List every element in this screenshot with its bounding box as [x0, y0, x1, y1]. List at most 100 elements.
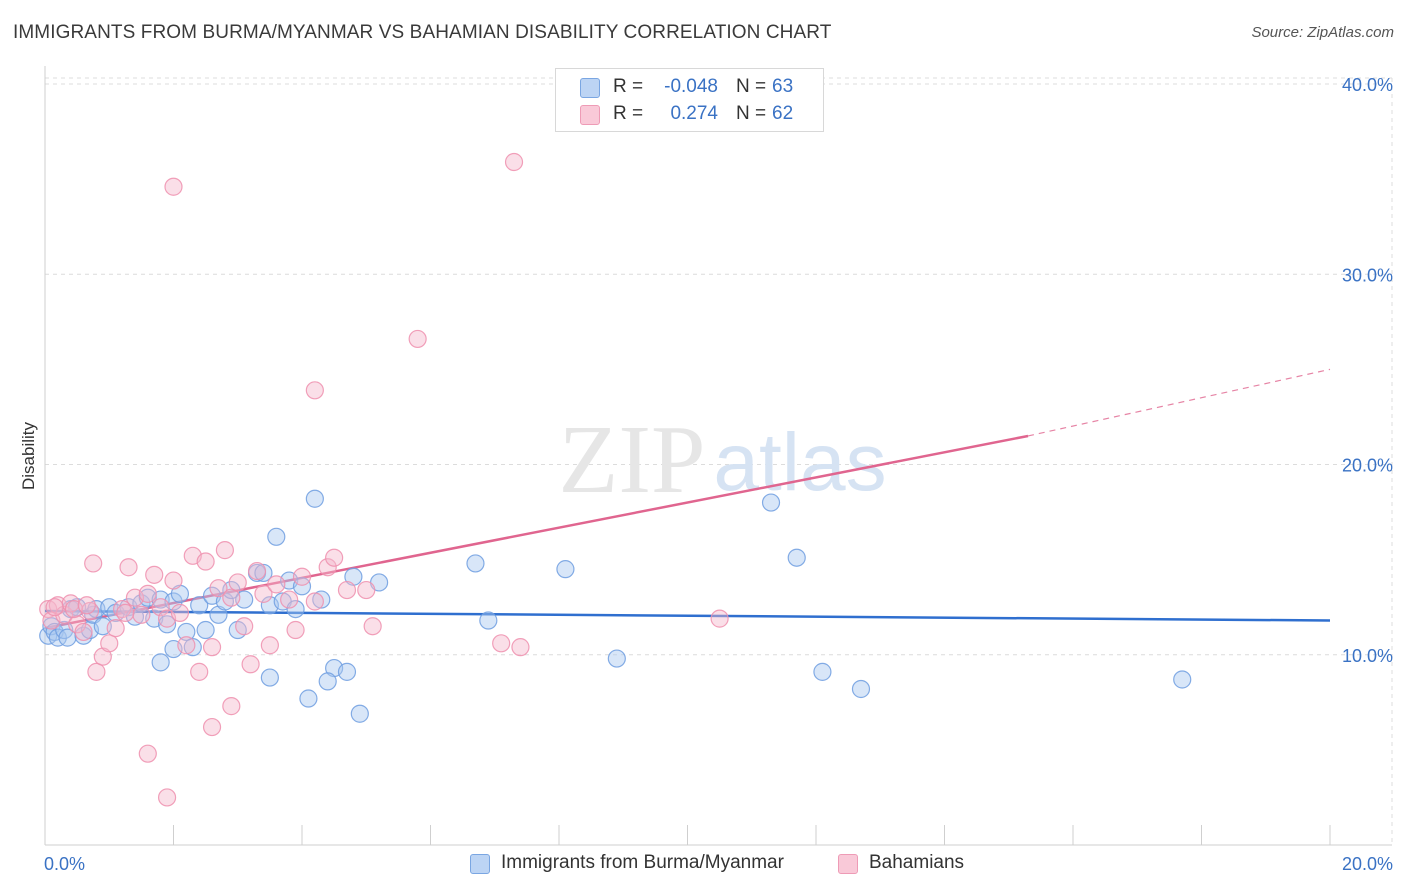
point-bahamians [68, 615, 87, 634]
point-bahamians [241, 655, 260, 674]
point-bahamians [215, 541, 234, 560]
point-bahamians [318, 558, 337, 577]
point-burma [58, 628, 77, 647]
point-burma [479, 611, 498, 630]
point-bahamians [235, 617, 254, 636]
legend-r-label: R = [613, 103, 644, 124]
point-bahamians [106, 619, 125, 638]
point-burma [787, 548, 806, 567]
point-burma [318, 672, 337, 691]
watermark-atlas: atlas [713, 417, 886, 508]
legend-n-value: 62 [772, 103, 794, 124]
y-tick-label: 40.0% [1342, 75, 1393, 95]
point-burma [196, 620, 215, 640]
point-bahamians [202, 638, 222, 657]
legend-r-value: -0.048 [664, 76, 718, 97]
point-bahamians [325, 548, 344, 567]
point-burma [813, 662, 832, 681]
point-bahamians [267, 575, 286, 594]
point-bahamians [286, 620, 305, 640]
point-bahamians [84, 554, 103, 573]
point-bahamians [80, 601, 100, 621]
point-burma [254, 563, 273, 583]
x-tick-label: 20.0% [1342, 854, 1393, 874]
point-bahamians [196, 552, 215, 571]
series-label-burma: Immigrants from Burma/Myanmar [501, 852, 784, 873]
point-burma [466, 554, 485, 573]
point-bahamians [138, 584, 157, 603]
point-bahamians [254, 584, 273, 603]
point-bahamians [357, 580, 376, 600]
legend-r-label: R = [613, 76, 644, 97]
point-bahamians [74, 622, 93, 642]
point-burma [607, 649, 626, 668]
point-bahamians [363, 617, 382, 636]
trend-line-burma [44, 609, 1331, 622]
point-bahamians [39, 599, 58, 619]
legend-n-value: 63 [772, 76, 794, 97]
point-bahamians [170, 603, 190, 622]
point-bahamians [87, 662, 106, 681]
point-burma [157, 615, 177, 634]
tick-labels: 10.0% 20.0% 30.0% 40.0% 0.0% 20.0% [44, 75, 1393, 874]
point-bahamians [247, 561, 267, 581]
point-bahamians [511, 638, 530, 657]
point-bahamians [138, 744, 157, 763]
point-burma [337, 662, 357, 681]
point-burma [190, 596, 209, 615]
series-legend: Immigrants from Burma/Myanmar Bahamians [0, 852, 1406, 878]
point-burma [1173, 670, 1192, 689]
watermark: ZIP atlas [559, 406, 887, 514]
point-bahamians [151, 598, 170, 617]
trend-line-bahamians [44, 434, 1029, 630]
stats-legend: R = -0.048 N = 63 R = 0.274 N = 62 [555, 68, 824, 132]
point-burma [556, 560, 575, 579]
point-bahamians [228, 573, 247, 592]
point-bahamians [116, 603, 135, 622]
legend-r-value: 0.274 [670, 103, 718, 124]
point-bahamians [45, 598, 64, 617]
point-bahamians [292, 567, 312, 586]
point-bahamians [164, 177, 183, 196]
point-bahamians [132, 605, 151, 624]
legend-swatch-pink [580, 105, 600, 125]
y-tick-label: 30.0% [1342, 265, 1393, 285]
point-burma [851, 679, 871, 699]
point-burma [267, 527, 286, 546]
point-burma [761, 493, 781, 512]
point-bahamians [222, 697, 241, 716]
point-bahamians [55, 605, 74, 624]
point-bahamians [280, 590, 299, 609]
point-burma [312, 590, 331, 609]
axes [44, 66, 1392, 846]
point-bahamians [202, 717, 222, 737]
source-label: Source: ZipAtlas.com [1251, 24, 1394, 41]
point-bahamians [305, 381, 324, 400]
point-bahamians [190, 662, 209, 681]
point-burma [292, 577, 312, 596]
point-bahamians [710, 609, 729, 628]
point-burma [305, 489, 324, 508]
point-burma [151, 653, 170, 672]
x-tick-label: 0.0% [44, 854, 85, 874]
series-swatch-blue [470, 854, 490, 874]
point-bahamians [100, 634, 119, 653]
point-bahamians [119, 558, 138, 577]
point-burma [48, 628, 67, 647]
point-bahamians [260, 636, 279, 655]
y-tick-label: 20.0% [1342, 456, 1393, 476]
point-bahamians [337, 580, 357, 600]
point-burma [177, 622, 196, 642]
point-bahamians [504, 152, 524, 172]
watermark-zip: ZIP [559, 406, 706, 514]
point-bahamians [209, 579, 228, 598]
point-bahamians [157, 788, 177, 807]
point-bahamians [408, 329, 427, 349]
trend-lines [44, 368, 1331, 630]
legend-swatch-blue [580, 78, 600, 98]
point-bahamians [177, 636, 196, 655]
point-bahamians [492, 634, 511, 653]
point-burma [183, 638, 202, 657]
point-burma [260, 668, 279, 687]
series-label-bahamians: Bahamians [869, 852, 965, 873]
